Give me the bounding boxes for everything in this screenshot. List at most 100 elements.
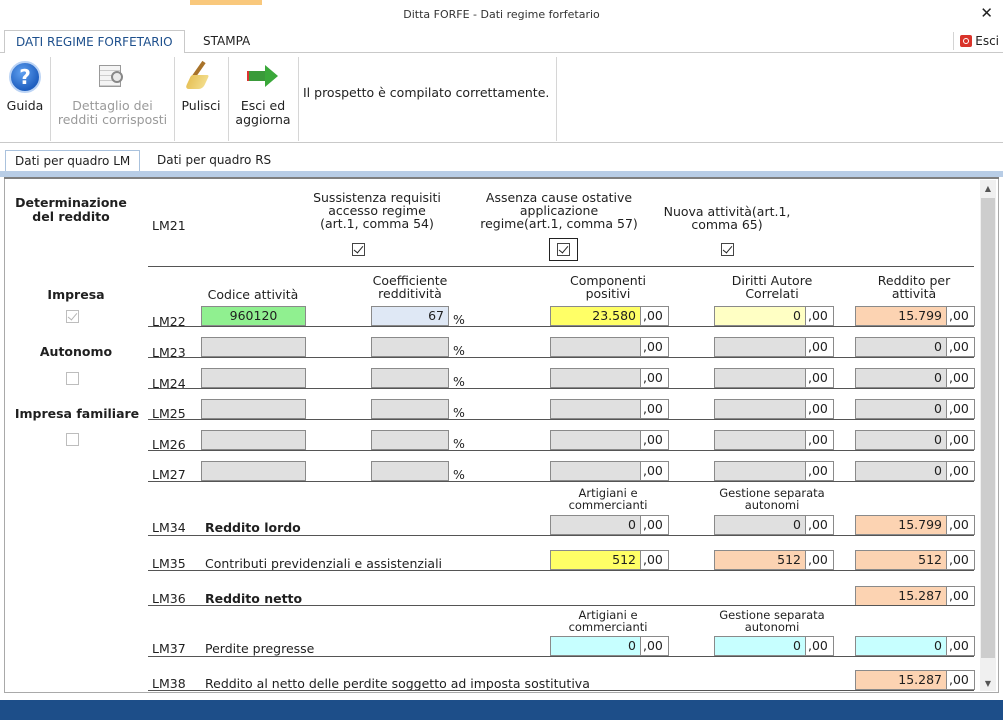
componenti-positivi-field[interactable]	[550, 337, 641, 357]
lm34-totale-field: 15.799	[855, 515, 947, 535]
lm35-code: LM35	[152, 556, 186, 571]
reddito-attivita-field: 0	[855, 430, 947, 450]
lm35-artigiani-field[interactable]: 512	[550, 550, 641, 570]
codice-attivita-field[interactable]: 960120	[201, 306, 306, 326]
stampa-tab-accent	[190, 0, 262, 5]
coefficiente-field[interactable]	[371, 399, 449, 419]
coefficiente-field[interactable]: 67	[371, 306, 449, 326]
lm36-label: Reddito netto	[205, 591, 303, 606]
lm38-totale-field: 15.287	[855, 670, 947, 690]
row-underline	[148, 450, 974, 451]
lm37-artigiani-field[interactable]: 0	[550, 636, 641, 656]
componenti-positivi-field[interactable]	[550, 430, 641, 450]
esci-aggiorna-button[interactable]: Esci ed aggiorna	[232, 57, 294, 141]
lm21-ostative-checkbox[interactable]	[557, 243, 570, 256]
decimals: ,00	[641, 306, 669, 326]
decimals: ,00	[947, 430, 975, 450]
decimals: ,00	[947, 306, 975, 326]
decimals: ,00	[641, 399, 669, 419]
header-artigiani: Artigiani e commercianti	[549, 487, 667, 511]
header-reddito-line-2: attività	[891, 286, 937, 301]
reddito-attivita-field: 0	[855, 399, 947, 419]
header-componenti-line-2: positivi	[585, 286, 631, 301]
row-underline	[148, 388, 974, 389]
ribbon-tabs: DATI REGIME FORFETARIO STAMPA	[0, 30, 1003, 54]
status-message: Il prospetto è compilato correttamente.	[303, 85, 550, 100]
diritti-autore-field[interactable]	[714, 337, 806, 357]
impresa-checkbox[interactable]	[66, 310, 79, 323]
close-icon[interactable]: ✕	[980, 4, 993, 22]
lm37-totale-field[interactable]: 0	[855, 636, 947, 656]
lm21-requisiti-line-2: accesso regime	[328, 203, 426, 218]
lm21-nuova-line-2: comma 65)	[691, 217, 763, 232]
tab-quadro-rs[interactable]: Dati per quadro RS	[157, 153, 272, 167]
percent-sign: %	[453, 374, 465, 389]
componenti-positivi-field[interactable]	[550, 399, 641, 419]
lm21-nuova-checkbox[interactable]	[721, 243, 734, 256]
diritti-autore-field[interactable]	[714, 368, 806, 388]
diritti-autore-field[interactable]	[714, 399, 806, 419]
codice-attivita-field[interactable]	[201, 399, 306, 419]
row-underline	[148, 535, 974, 536]
decimals: ,00	[641, 337, 669, 357]
codice-attivita-field[interactable]	[201, 337, 306, 357]
scroll-thumb[interactable]	[981, 198, 995, 658]
dettaglio-label-1: Dettaglio dei	[72, 98, 153, 113]
header-gestione-lm37: Gestione separata autonomi	[702, 609, 842, 633]
decimals: ,00	[947, 550, 975, 570]
componenti-positivi-field[interactable]	[550, 461, 641, 481]
codice-attivita-field[interactable]	[201, 368, 306, 388]
coefficiente-field[interactable]	[371, 337, 449, 357]
coefficiente-field[interactable]	[371, 461, 449, 481]
decimals: ,00	[806, 636, 834, 656]
header-codice: Codice attività	[207, 287, 299, 302]
row-underline	[148, 357, 974, 358]
lm21-ostative-line-3: regime(art.1, comma 57)	[480, 216, 638, 231]
header-gestione-line-2: autonomi	[744, 498, 800, 512]
tab-dati-regime-forfetario[interactable]: DATI REGIME FORFETARIO	[4, 30, 185, 54]
diritti-autore-field[interactable]	[714, 461, 806, 481]
row-underline	[148, 605, 974, 606]
separator	[50, 57, 51, 141]
guida-button[interactable]: ? Guida	[4, 57, 46, 141]
coefficiente-field[interactable]	[371, 368, 449, 388]
lm21-requisiti-checkbox[interactable]	[352, 243, 365, 256]
tab-stampa[interactable]: STAMPA	[203, 34, 251, 48]
componenti-positivi-field[interactable]	[550, 368, 641, 388]
autonomo-checkbox[interactable]	[66, 372, 79, 385]
decimals: ,00	[947, 337, 975, 357]
esci-button[interactable]: Esci	[953, 32, 999, 50]
impresa-familiare-checkbox[interactable]	[66, 433, 79, 446]
decimals: ,00	[806, 550, 834, 570]
separator	[298, 57, 299, 141]
codice-attivita-field[interactable]	[201, 430, 306, 450]
separator	[228, 57, 229, 141]
lm37-gestione-field[interactable]: 0	[714, 636, 806, 656]
lm38-label: Reddito al netto delle perdite soggetto …	[205, 676, 590, 691]
codice-attivita-field[interactable]	[201, 461, 306, 481]
percent-sign: %	[453, 343, 465, 358]
lm34-label: Reddito lordo	[205, 520, 301, 535]
lm21-requisiti-line-3: (art.1, comma 54)	[320, 216, 434, 231]
diritti-autore-field[interactable]	[714, 430, 806, 450]
decimals: ,00	[947, 368, 975, 388]
scroll-up-icon[interactable]: ▲	[984, 184, 992, 193]
decimals: ,00	[806, 515, 834, 535]
scroll-down-icon[interactable]: ▼	[984, 679, 992, 688]
decimals: ,00	[641, 550, 669, 570]
lm36-totale-field: 15.287	[855, 586, 947, 606]
dettaglio-redditi-button[interactable]: Dettaglio dei redditi corrisposti	[55, 57, 170, 141]
diritti-autore-field[interactable]: 0	[714, 306, 806, 326]
componenti-positivi-field[interactable]: 23.580	[550, 306, 641, 326]
row-code: LM24	[152, 376, 186, 391]
help-icon: ?	[9, 61, 41, 93]
separator	[556, 57, 557, 141]
exit-icon	[960, 35, 973, 47]
row-code: LM26	[152, 437, 186, 452]
lm21-requisiti-line-1: Sussistenza requisiti	[313, 190, 441, 205]
lm36-code: LM36	[152, 591, 186, 606]
reddito-attivita-field: 0	[855, 337, 947, 357]
pulisci-button[interactable]: Pulisci	[178, 57, 224, 141]
tab-quadro-lm[interactable]: Dati per quadro LM	[5, 150, 141, 172]
coefficiente-field[interactable]	[371, 430, 449, 450]
